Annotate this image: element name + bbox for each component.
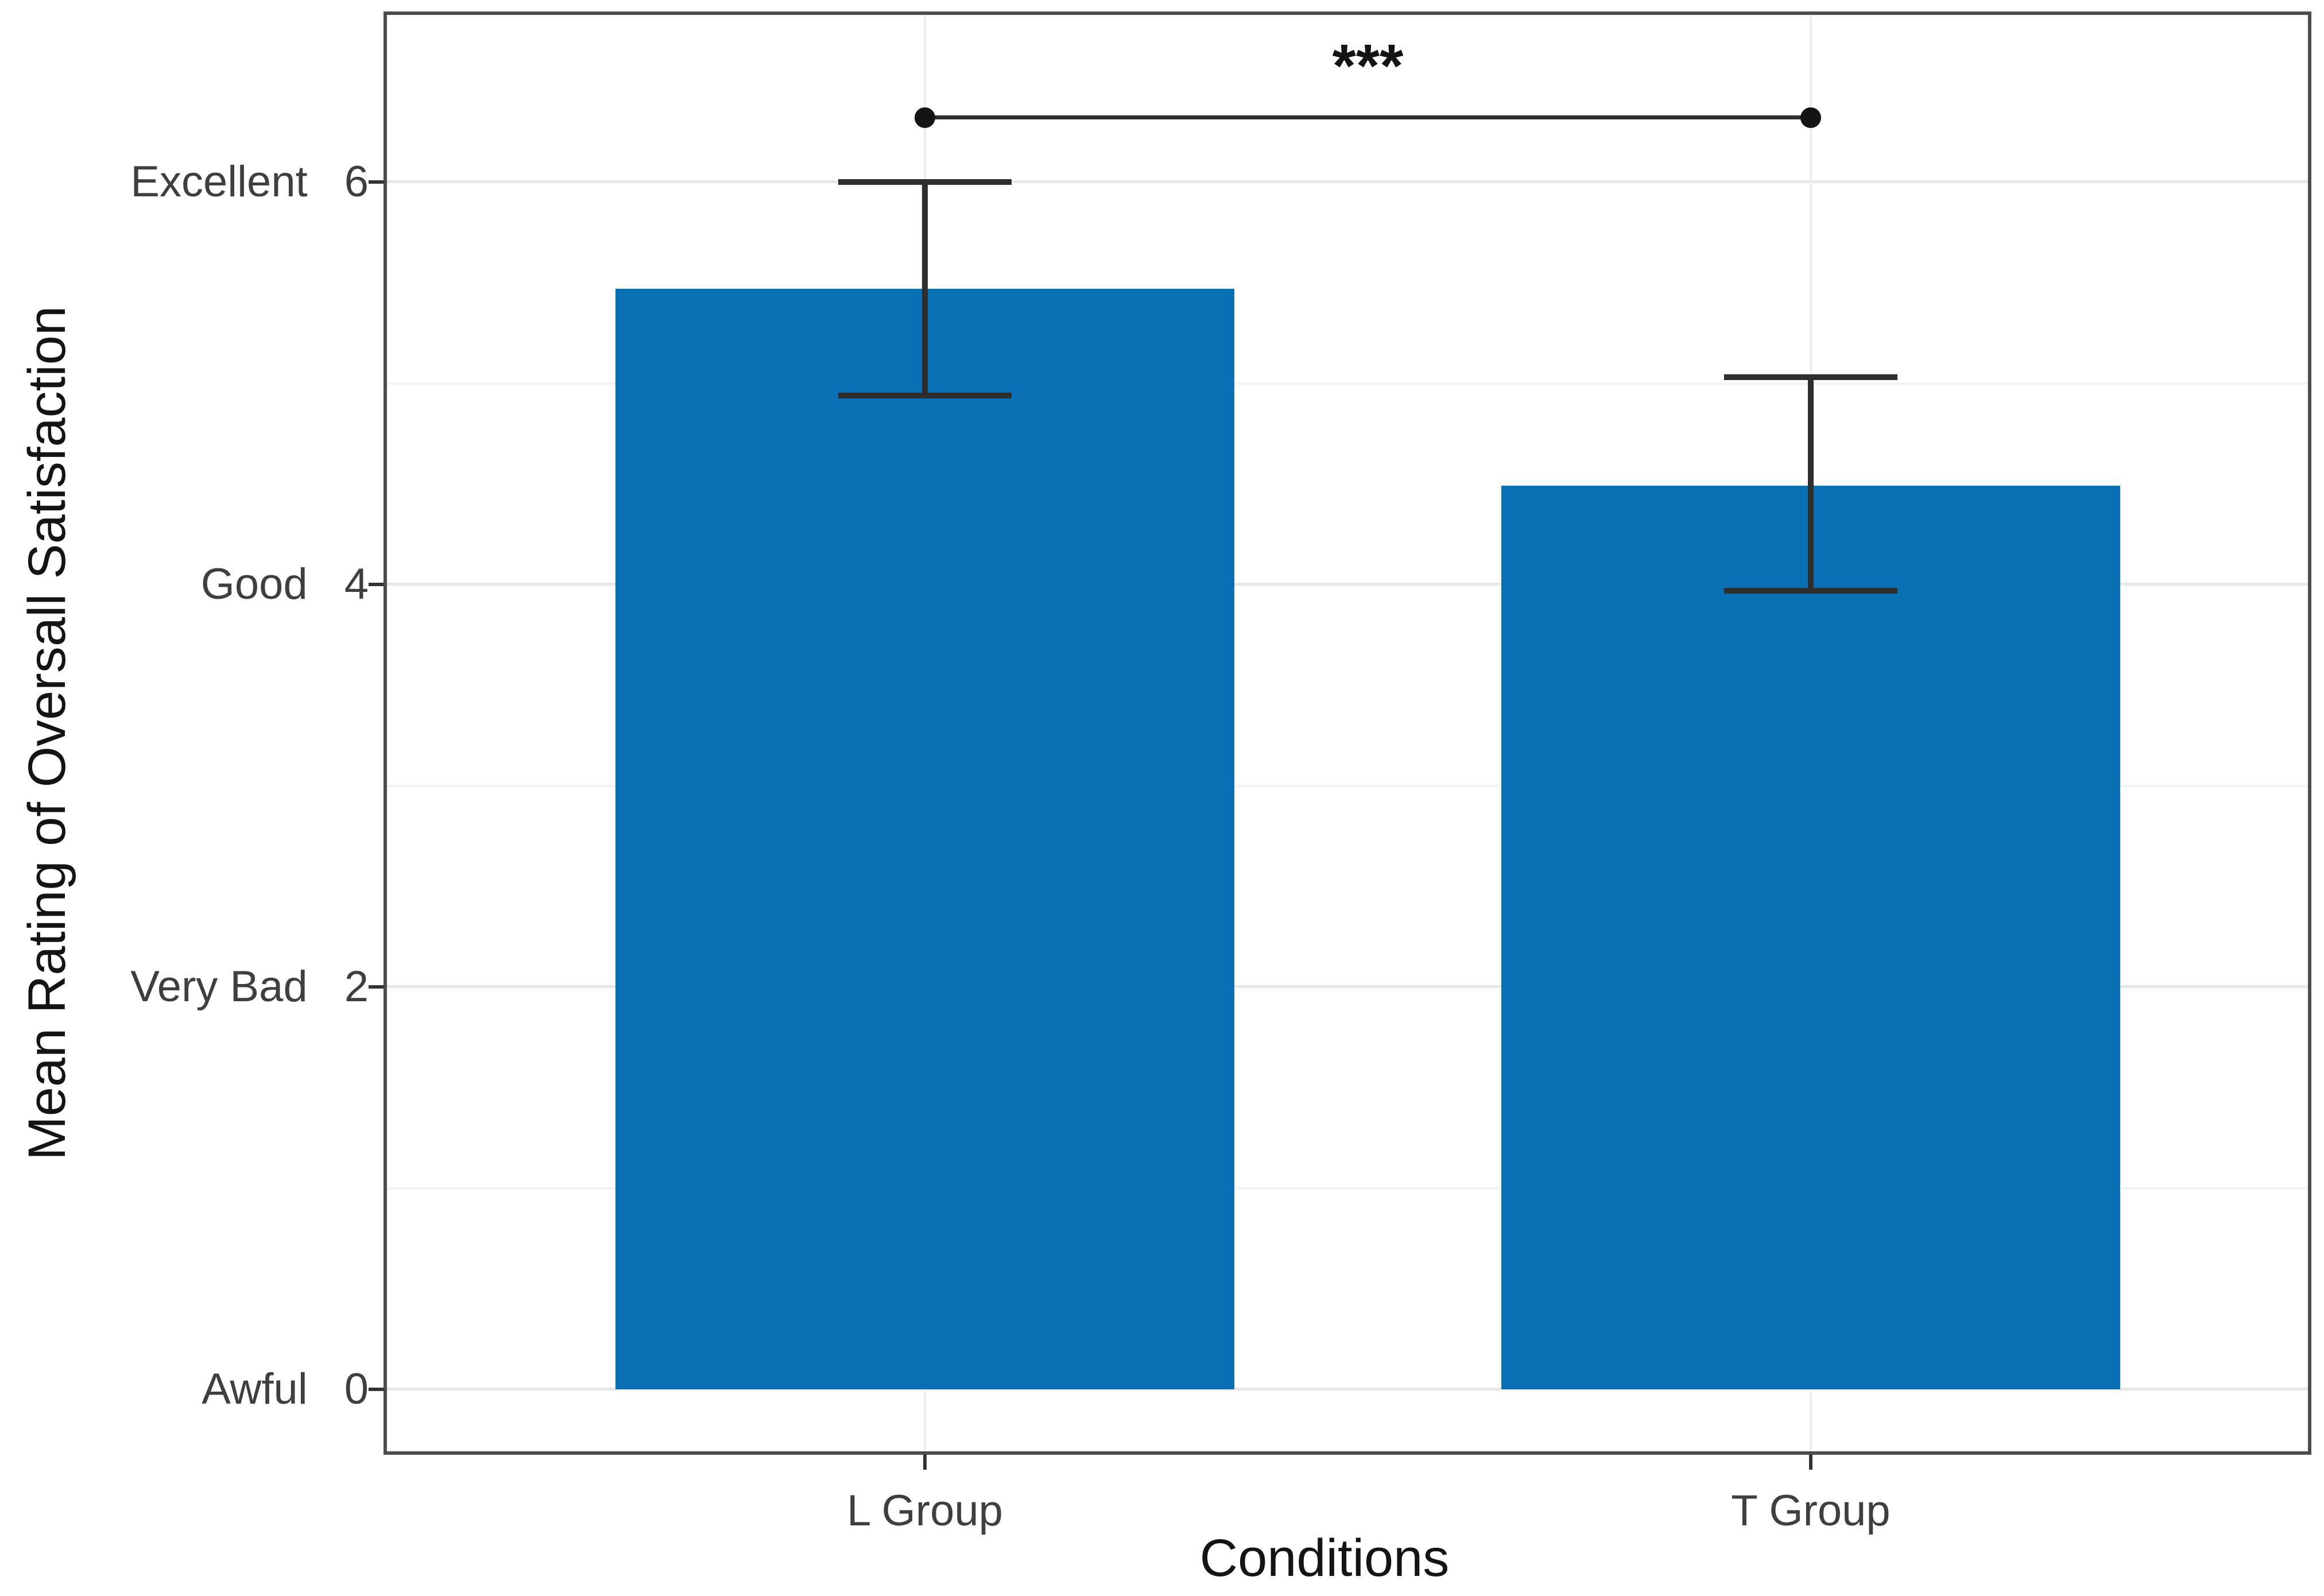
x-tick-label-l-group: L Group [847,1486,1003,1535]
significance-stars: *** [1332,32,1404,100]
bar-l-group [615,288,1234,1389]
y-tick-label-excellent: Excellent 6 [130,157,369,207]
bar-t-group [1501,486,2120,1389]
y-axis-tick-mark [369,1388,384,1391]
error-bar-line [1808,377,1814,591]
major-gridline [387,583,2308,586]
y-tick-number: 0 [344,1365,369,1413]
x-axis-title: Conditions [1199,1529,1450,1587]
y-tick-number: 6 [344,157,369,206]
y-tick-word: Very Bad [130,962,308,1011]
significance-line [925,115,1811,119]
y-tick-word: Awful [202,1365,308,1413]
error-bar-cap-top [838,179,1012,185]
major-gridline [387,985,2308,988]
significance-dot-left [915,107,935,128]
y-axis-tick-mark [369,583,384,586]
error-bar-cap-bottom [1724,587,1897,594]
y-tick-number: 2 [344,962,369,1011]
error-bar-line [922,182,928,396]
minor-gridline [387,382,2308,385]
error-bar-cap-top [1724,374,1897,380]
y-axis-tick-mark [369,985,384,989]
y-axis-tick-mark [369,180,384,184]
y-tick-label-very-bad: Very Bad 2 [130,962,369,1012]
y-tick-word: Good [200,560,308,609]
y-tick-word: Excellent [130,157,308,206]
y-tick-label-awful: Awful 0 [202,1364,369,1415]
y-axis-title: Mean Rating of Oversall Satisfaction [18,305,76,1161]
error-bar-cap-bottom [838,392,1012,398]
major-gridline [387,180,2308,183]
significance-dot-right [1800,107,1821,128]
x-axis-tick-mark [923,1455,927,1470]
y-tick-label-good: Good 4 [201,559,369,610]
y-tick-number: 4 [344,560,369,609]
major-gridline [387,1388,2308,1390]
minor-gridline [387,784,2308,787]
x-tick-label-t-group: T Group [1731,1486,1891,1535]
minor-gridline [387,1187,2308,1190]
x-axis-tick-mark [1809,1455,1812,1470]
